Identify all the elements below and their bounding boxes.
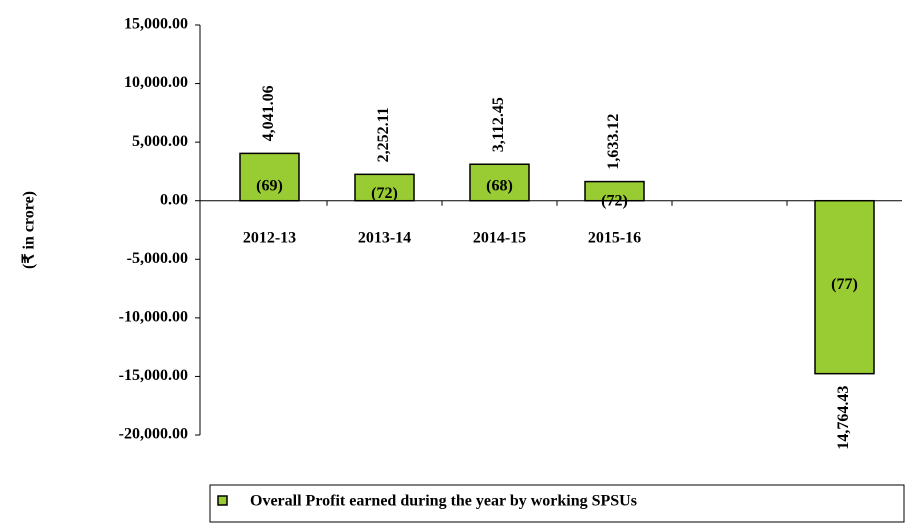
bar-annotation: (72) bbox=[371, 185, 398, 202]
y-tick-label: -5,000.00 bbox=[127, 250, 188, 267]
legend-marker bbox=[217, 495, 228, 506]
y-tick-label: -20,000.00 bbox=[119, 426, 188, 443]
bar-annotation: (69) bbox=[256, 177, 283, 194]
legend-box bbox=[209, 484, 905, 523]
y-tick-label: -10,000.00 bbox=[119, 309, 188, 326]
y-tick-label: 0.00 bbox=[160, 191, 188, 208]
bar-annotation: (72) bbox=[601, 192, 628, 209]
value-label: 14,764.43 bbox=[835, 386, 852, 450]
x-tick-label: 2015-16 bbox=[588, 229, 641, 246]
legend-label: Overall Profit earned during the year by… bbox=[250, 493, 637, 510]
y-axis-label: (₹ in crore) bbox=[21, 191, 38, 269]
bar bbox=[584, 180, 645, 202]
bar-annotation: (77) bbox=[831, 276, 858, 293]
x-tick-label: 2014-15 bbox=[473, 229, 526, 246]
x-tick-label: 2013-14 bbox=[358, 229, 411, 246]
bar bbox=[814, 199, 875, 375]
bar bbox=[354, 173, 415, 202]
value-label: 4,041.06 bbox=[260, 85, 277, 141]
value-label: 1,633.12 bbox=[605, 114, 622, 170]
y-tick-label: 5,000.00 bbox=[132, 133, 188, 150]
bar bbox=[239, 152, 300, 202]
x-tick-label: 2012-13 bbox=[243, 229, 296, 246]
y-tick-label: 15,000.00 bbox=[124, 16, 188, 33]
bar bbox=[469, 163, 530, 202]
value-label: 3,112.45 bbox=[490, 97, 507, 152]
value-label: 2,252.11 bbox=[375, 107, 392, 162]
bar-annotation: (68) bbox=[486, 177, 513, 194]
y-tick-label: -15,000.00 bbox=[119, 367, 188, 384]
y-tick-label: 10,000.00 bbox=[124, 74, 188, 91]
